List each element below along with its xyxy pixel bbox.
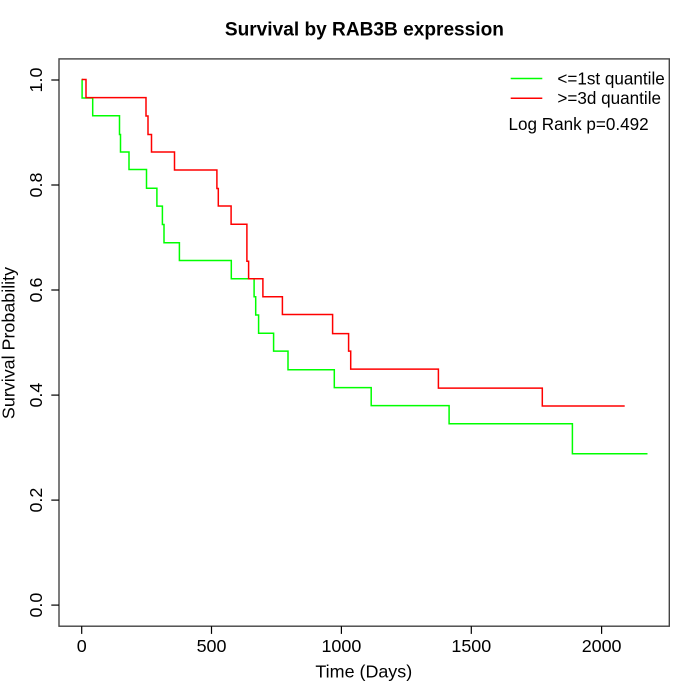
svg-text:Time (Days): Time (Days) <box>315 662 412 682</box>
svg-text:Survival Probability: Survival Probability <box>0 267 19 419</box>
svg-text:Survival by RAB3B expression: Survival by RAB3B expression <box>225 20 504 41</box>
svg-text:0.2: 0.2 <box>26 488 46 513</box>
svg-text:0.8: 0.8 <box>26 173 46 198</box>
svg-text:1000: 1000 <box>321 636 361 656</box>
svg-text:0.0: 0.0 <box>26 593 46 618</box>
svg-text:500: 500 <box>197 636 227 656</box>
svg-text:0.4: 0.4 <box>26 383 46 408</box>
svg-text:1.0: 1.0 <box>26 68 46 93</box>
svg-text:2000: 2000 <box>582 636 622 656</box>
svg-text:>=3d quantile: >=3d quantile <box>557 89 661 108</box>
svg-text:0.6: 0.6 <box>26 278 46 303</box>
svg-text:Log Rank p=0.492: Log Rank p=0.492 <box>509 115 649 134</box>
svg-text:1500: 1500 <box>451 636 491 656</box>
svg-text:0: 0 <box>77 636 87 656</box>
svg-text:<=1st quantile: <=1st quantile <box>557 69 664 88</box>
